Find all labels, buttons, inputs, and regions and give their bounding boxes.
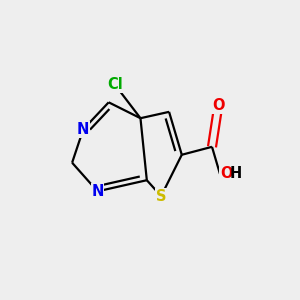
Text: H: H <box>230 166 242 181</box>
Text: Cl: Cl <box>107 77 123 92</box>
Text: O: O <box>220 166 233 181</box>
Text: N: N <box>92 184 104 199</box>
Text: O: O <box>212 98 225 113</box>
Text: S: S <box>156 189 166 204</box>
Text: N: N <box>77 122 89 137</box>
